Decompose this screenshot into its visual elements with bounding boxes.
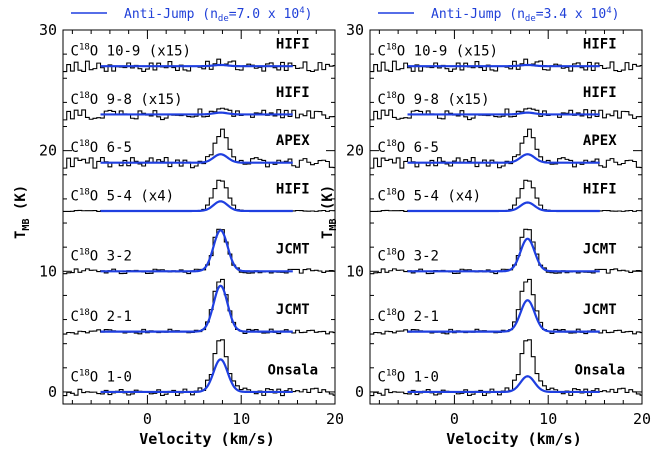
legend-label: Anti-Jump (nde=3.4 x 104) <box>431 6 619 24</box>
model-spectrum <box>407 153 600 164</box>
x-tick-label: 20 <box>326 410 344 428</box>
observed-spectrum <box>63 339 335 397</box>
observed-spectrum <box>370 339 642 397</box>
telescope-label: APEX <box>583 133 617 149</box>
y-tick-label: 20 <box>39 142 57 160</box>
model-spectrum <box>407 201 600 213</box>
panel-left: 0 10 20 0 10 20 30 TMB (K) Velocity (km/s) Anti-J… <box>13 6 344 448</box>
transition-label: C18O 9-8 (x15) <box>378 91 490 108</box>
telescope-label: HIFI <box>583 37 617 53</box>
spectrum-1-0 <box>370 339 642 397</box>
y-tick-label: 30 <box>39 21 57 39</box>
plot-area <box>370 58 642 397</box>
y-axis-label: TMB (K) <box>320 185 339 239</box>
legend: Anti-Jump (nde=7.0 x 104) <box>71 6 312 24</box>
telescope-label: HIFI <box>583 85 617 101</box>
model-spectrum <box>407 299 600 333</box>
spectrum-9-8 <box>370 107 642 121</box>
observed-spectrum <box>63 107 335 121</box>
spectrum-2-1 <box>370 278 642 335</box>
y-tick-label: 10 <box>346 262 364 280</box>
spectrum-10-9 <box>63 58 335 73</box>
y-tick-label: 0 <box>355 383 364 401</box>
telescope-label: Onsala <box>268 362 319 378</box>
plot-frame <box>62 29 336 405</box>
model-spectrum <box>100 111 293 116</box>
transition-label: C18O 3-2 <box>71 248 132 265</box>
telescope-label: JCMT <box>276 242 310 258</box>
x-axis-label: Velocity (km/s) <box>139 430 274 448</box>
telescope-label: HIFI <box>583 181 617 197</box>
transition-label: C18O 6-5 <box>378 139 439 156</box>
transition-label: C18O 1-0 <box>71 368 132 385</box>
y-tick-label: 30 <box>346 21 364 39</box>
spectrum-6-5 <box>370 128 642 169</box>
y-axis-label: TMB (K) <box>13 185 32 239</box>
model-spectrum <box>407 375 600 394</box>
legend: Anti-Jump (nde=3.4 x 104) <box>378 6 619 24</box>
transition-label: C18O 1-0 <box>378 368 439 385</box>
observed-spectrum <box>63 128 335 169</box>
transition-label: C18O 2-1 <box>378 308 439 325</box>
transition-label: C18O 5-4 (x4) <box>378 187 482 204</box>
telescope-label: HIFI <box>276 85 310 101</box>
x-tick-label: 0 <box>450 410 459 428</box>
spectrum-5-4 <box>63 179 335 213</box>
transition-label: C18O 10-9 (x15) <box>71 43 191 60</box>
telescope-label: JCMT <box>276 302 310 318</box>
transition-label: C18O 9-8 (x15) <box>71 91 183 108</box>
plot-area <box>63 58 335 397</box>
model-spectrum <box>100 153 293 164</box>
transition-label: C18O 2-1 <box>71 308 132 325</box>
transition-label: C18O 10-9 (x15) <box>378 43 498 60</box>
model-spectrum <box>100 200 293 213</box>
x-axis-label: Velocity (km/s) <box>446 430 581 448</box>
transition-label: C18O 5-4 (x4) <box>71 187 175 204</box>
y-tick-label: 20 <box>346 142 364 160</box>
spectrum-1-0 <box>63 339 335 397</box>
legend-label: Anti-Jump (nde=7.0 x 104) <box>124 6 312 24</box>
panel-right: 0 10 20 0 10 20 30 TMB (K) Velocity (km/s) Anti-J… <box>320 6 651 448</box>
x-tick-label: 0 <box>143 410 152 428</box>
telescope-label: Onsala <box>575 362 626 378</box>
x-tick-label: 10 <box>232 410 250 428</box>
telescope-label: APEX <box>276 133 310 149</box>
telescope-label: HIFI <box>276 181 310 197</box>
model-spectrum <box>100 284 293 333</box>
telescope-label: HIFI <box>276 37 310 53</box>
y-tick-label: 10 <box>39 262 57 280</box>
spectrum-3-2 <box>63 228 335 275</box>
model-spectrum <box>407 111 600 116</box>
x-tick-label: 20 <box>633 410 651 428</box>
telescope-label: JCMT <box>583 302 617 318</box>
model-spectrum <box>407 63 600 68</box>
spectrum-10-9 <box>370 58 642 73</box>
model-spectrum <box>100 229 293 273</box>
spectrum-2-1 <box>63 278 335 335</box>
transition-label: C18O 3-2 <box>378 248 439 265</box>
model-spectrum <box>407 237 600 273</box>
spectrum-3-2 <box>370 228 642 275</box>
spectrum-9-8 <box>63 107 335 121</box>
transition-label: C18O 6-5 <box>71 139 132 156</box>
observed-spectrum <box>370 128 642 169</box>
x-tick-label: 10 <box>539 410 557 428</box>
model-spectrum <box>100 358 293 394</box>
spectrum-6-5 <box>63 128 335 169</box>
model-spectrum <box>100 63 293 68</box>
plot-frame <box>369 29 643 405</box>
y-tick-label: 0 <box>48 383 57 401</box>
observed-spectrum <box>370 107 642 121</box>
spectrum-5-4 <box>370 179 642 213</box>
telescope-label: JCMT <box>583 242 617 258</box>
